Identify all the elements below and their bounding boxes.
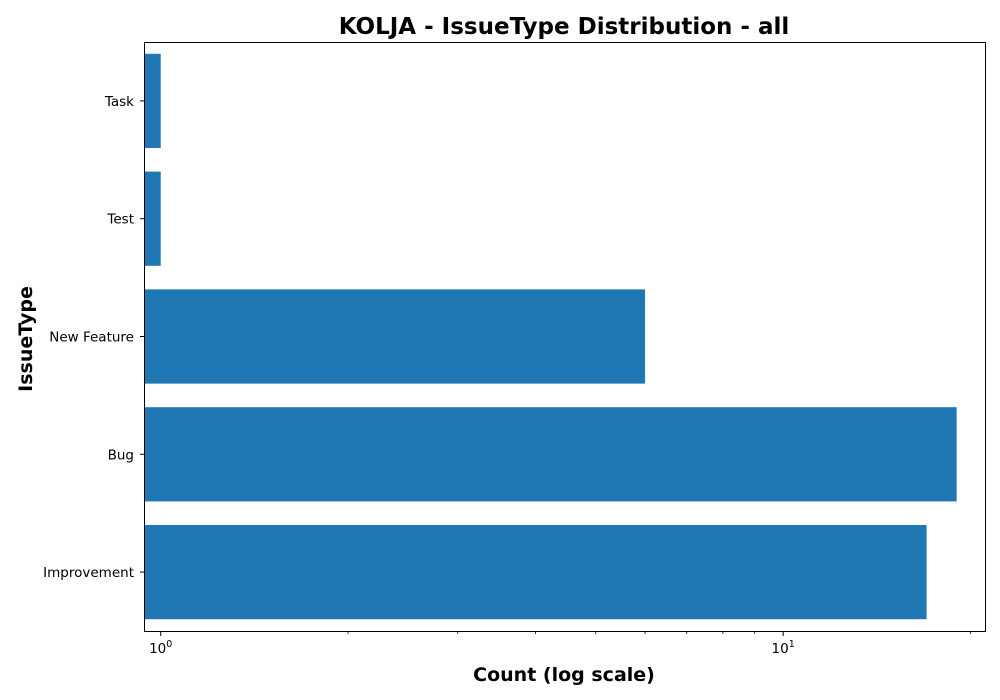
x-axis-title: Count (log scale): [473, 664, 655, 686]
y-axis-title: IssueType: [15, 286, 37, 392]
x-tick-label: 101: [772, 639, 795, 657]
y-tick-label: Task: [104, 94, 134, 110]
bar-layer: [144, 53, 957, 620]
y-axis: Improvement Bug New Feature Test Task: [43, 94, 144, 581]
y-tick-label: Improvement: [43, 565, 134, 581]
chart-title: KOLJA - IssueType Distribution - all: [339, 14, 789, 40]
bar-task: [144, 53, 161, 149]
y-tick-label: Bug: [108, 447, 134, 463]
x-axis: 100 101: [149, 631, 971, 657]
plot-frame: [144, 42, 986, 632]
bar-new-feature: [144, 289, 646, 384]
bar-test: [144, 171, 161, 266]
bar-improvement: [144, 524, 927, 620]
x-tick-label: 100: [149, 639, 172, 657]
bar-bug: [144, 407, 957, 502]
y-tick-label: Test: [106, 212, 134, 228]
y-tick-label: New Feature: [49, 330, 134, 346]
